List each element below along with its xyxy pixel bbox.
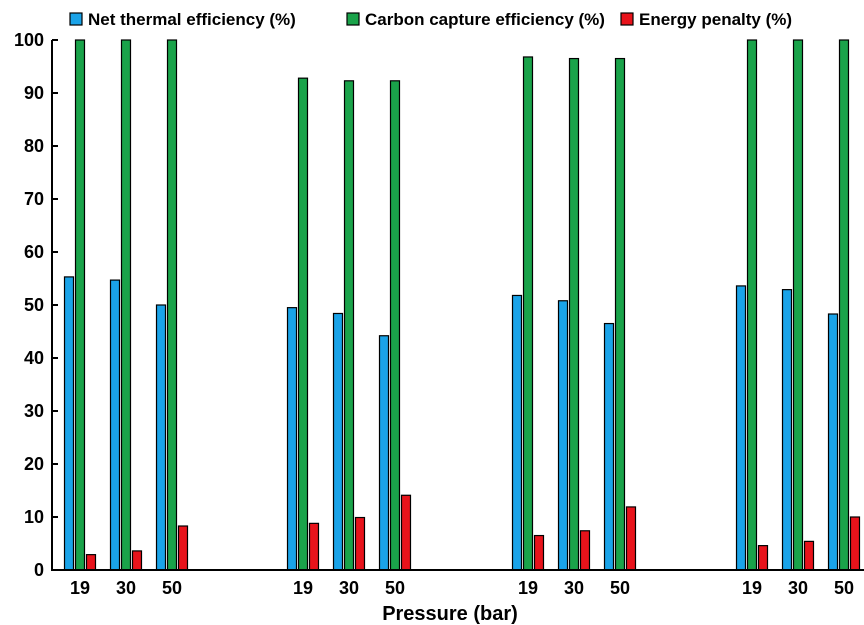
legend: Net thermal efficiency (%) Carbon capture… xyxy=(69,10,792,29)
carbon-capture-efficiency-bar xyxy=(522,56,534,571)
y-tick-label: 0 xyxy=(34,560,44,580)
y-tick-label: 30 xyxy=(24,401,44,421)
x-tick-label: 19 xyxy=(70,578,90,598)
net-thermal-efficiency-bar xyxy=(332,312,344,571)
x-tick-label: 50 xyxy=(834,578,854,598)
carbon-capture-efficiency-bar xyxy=(614,57,626,571)
x-tick-label: 30 xyxy=(339,578,359,598)
y-tick-label: 10 xyxy=(24,507,44,527)
axes: 0 10 20 30 40 50 60 70 80 90 100 19 30 50 19 30 50 19 30 50… xyxy=(14,30,864,598)
net-thermal-efficiency-bar xyxy=(827,313,839,571)
net-thermal-efficiency-bar xyxy=(378,335,390,571)
net-thermal-efficiency-bar xyxy=(557,300,569,571)
net-thermal-efficiency-bar xyxy=(603,322,615,571)
y-tick-label: 40 xyxy=(24,348,44,368)
carbon-capture-efficiency-bar xyxy=(297,77,309,571)
y-tick-label: 90 xyxy=(24,83,44,103)
carbon-capture-efficiency-bar xyxy=(389,80,401,571)
carbon-capture-efficiency-bar xyxy=(343,80,355,571)
energy-penalty-bar xyxy=(308,522,320,571)
legend-carbon-capture-label: Carbon capture efficiency (%) xyxy=(365,10,605,29)
energy-penalty-bar xyxy=(757,545,769,571)
energy-penalty-bar xyxy=(177,525,189,571)
carbon-capture-efficiency-bar xyxy=(746,39,758,571)
bars-area xyxy=(63,39,861,571)
legend-net-thermal-label: Net thermal efficiency (%) xyxy=(88,10,296,29)
energy-penalty-bar xyxy=(400,494,412,571)
net-thermal-efficiency-bar xyxy=(511,294,523,571)
y-tick-label: 100 xyxy=(14,30,44,50)
x-tick-label: 19 xyxy=(742,578,762,598)
carbon-capture-efficiency-bar xyxy=(74,39,86,571)
y-tick-label: 50 xyxy=(24,295,44,315)
legend-energy-penalty-label: Energy penalty (%) xyxy=(639,10,792,29)
legend-carbon-capture-swatch xyxy=(346,12,360,26)
net-thermal-efficiency-bar xyxy=(155,304,167,571)
y-tick-label: 80 xyxy=(24,136,44,156)
y-tick-label: 70 xyxy=(24,189,44,209)
energy-penalty-bar xyxy=(803,540,815,571)
energy-penalty-bar xyxy=(131,550,143,571)
y-tick-label: 20 xyxy=(24,454,44,474)
x-axis-title: Pressure (bar) xyxy=(382,603,518,625)
energy-penalty-bar xyxy=(579,530,591,571)
x-tick-label: 19 xyxy=(518,578,538,598)
energy-penalty-bar xyxy=(354,516,366,571)
x-tick-label: 30 xyxy=(116,578,136,598)
energy-penalty-bar xyxy=(85,554,97,571)
energy-penalty-bar xyxy=(625,506,637,571)
x-tick-label: 30 xyxy=(564,578,584,598)
net-thermal-efficiency-bar xyxy=(286,307,298,571)
energy-penalty-bar xyxy=(849,516,861,571)
energy-penalty-bar xyxy=(533,534,545,571)
x-tick-label: 50 xyxy=(162,578,182,598)
carbon-capture-efficiency-bar xyxy=(568,57,580,571)
legend-net-thermal-swatch xyxy=(69,12,83,26)
net-thermal-efficiency-bar xyxy=(781,289,793,571)
y-tick-label: 60 xyxy=(24,242,44,262)
carbon-capture-efficiency-bar xyxy=(838,39,850,571)
x-tick-label: 19 xyxy=(293,578,313,598)
carbon-capture-efficiency-bar xyxy=(120,39,132,571)
x-tick-label: 50 xyxy=(385,578,405,598)
carbon-capture-efficiency-bar xyxy=(166,39,178,571)
net-thermal-efficiency-bar xyxy=(109,279,121,571)
net-thermal-efficiency-bar xyxy=(735,285,747,571)
net-thermal-efficiency-bar xyxy=(63,276,75,571)
x-tick-label: 30 xyxy=(788,578,808,598)
carbon-capture-efficiency-bar xyxy=(792,39,804,571)
x-tick-label: 50 xyxy=(610,578,630,598)
legend-energy-penalty-swatch xyxy=(620,12,634,26)
